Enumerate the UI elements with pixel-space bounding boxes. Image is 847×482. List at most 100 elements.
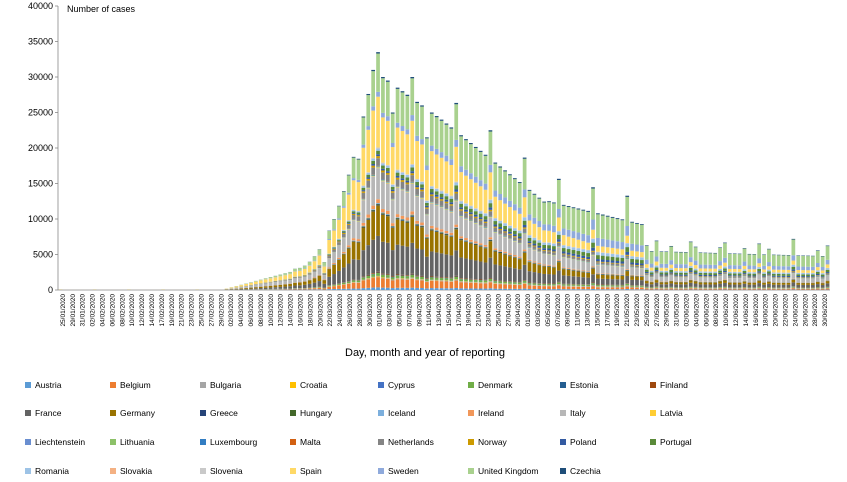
- bar-segment: [513, 282, 517, 283]
- bar-segment: [405, 218, 409, 221]
- bar-segment: [430, 196, 434, 201]
- bar-segment: [503, 284, 507, 285]
- bar-stack: [640, 224, 644, 290]
- bar-segment: [572, 208, 576, 231]
- bar-segment: [342, 289, 346, 290]
- bar-segment: [547, 265, 551, 266]
- bar-segment: [464, 242, 468, 259]
- bar-segment: [542, 251, 546, 253]
- bar-segment: [738, 273, 742, 275]
- bar-segment: [581, 262, 585, 271]
- bar-segment: [572, 276, 576, 284]
- bar-segment: [449, 255, 453, 277]
- bar-stack: [396, 88, 400, 290]
- bar-segment: [420, 190, 424, 192]
- bar-segment: [474, 244, 478, 245]
- bar-segment: [718, 284, 722, 287]
- bar-stack: [660, 251, 664, 290]
- bar-segment: [811, 289, 815, 290]
- bar-segment: [430, 146, 434, 151]
- bar-segment: [796, 288, 800, 289]
- bar-segment: [430, 226, 434, 229]
- bar-segment: [718, 276, 722, 280]
- bar-stack: [410, 77, 414, 290]
- bar-segment: [440, 158, 444, 191]
- bar-stack: [420, 105, 424, 290]
- bar-segment: [791, 267, 795, 270]
- bar-segment: [357, 216, 361, 220]
- bar-segment: [274, 277, 278, 281]
- bar-segment: [718, 265, 722, 268]
- bar-segment: [581, 270, 585, 271]
- bar-segment: [806, 270, 810, 273]
- bar-segment: [362, 191, 366, 193]
- bar-segment: [738, 288, 742, 289]
- bar-segment: [733, 278, 737, 282]
- bar-segment: [376, 92, 380, 97]
- bars: [59, 52, 830, 290]
- bar-segment: [493, 233, 497, 248]
- bar-segment: [430, 187, 434, 189]
- bar-stack: [274, 276, 278, 290]
- bar-stack: [572, 207, 576, 290]
- bar-segment: [645, 268, 649, 270]
- bar-segment: [420, 188, 424, 190]
- bar-segment: [557, 243, 561, 246]
- bar-segment: [508, 289, 512, 290]
- bar-segment: [435, 280, 439, 281]
- bar-segment: [347, 289, 351, 290]
- bar-segment: [650, 274, 654, 275]
- bar-segment: [396, 288, 400, 290]
- bar-segment: [757, 244, 761, 258]
- bar-segment: [366, 220, 370, 245]
- bar-segment: [684, 289, 688, 290]
- bar-segment: [586, 211, 590, 212]
- bar-segment: [332, 247, 336, 248]
- bar-segment: [796, 274, 800, 276]
- bar-segment: [528, 248, 532, 260]
- bar-segment: [606, 287, 610, 289]
- bar-segment: [699, 253, 703, 265]
- bar-segment: [405, 288, 409, 290]
- bar-segment: [611, 261, 615, 263]
- bar-segment: [713, 283, 717, 285]
- bar-segment: [440, 233, 444, 234]
- bar-segment: [708, 253, 712, 264]
- y-tick-label: 25000: [28, 108, 53, 118]
- bar-segment: [674, 268, 678, 271]
- bar-segment: [508, 174, 512, 175]
- bar-segment: [630, 275, 634, 276]
- bar-segment: [547, 231, 551, 243]
- bar-segment: [474, 280, 478, 282]
- bar-segment: [743, 282, 747, 284]
- bar-segment: [415, 136, 419, 141]
- bar-segment: [557, 282, 561, 283]
- bar-segment: [557, 217, 561, 230]
- bar-segment: [366, 275, 370, 276]
- bar-segment: [533, 246, 537, 249]
- bar-segment: [420, 280, 424, 288]
- bar-segment: [577, 248, 581, 251]
- bar-segment: [669, 283, 673, 286]
- bar-segment: [513, 258, 517, 269]
- bar-segment: [352, 280, 356, 281]
- bar-segment: [278, 281, 282, 282]
- bar-segment: [518, 183, 522, 208]
- bar-segment: [474, 224, 478, 242]
- bar-segment: [430, 278, 434, 280]
- bar-segment: [420, 139, 424, 144]
- bar-segment: [405, 129, 409, 134]
- bar-segment: [420, 223, 424, 226]
- bar-segment: [410, 184, 414, 211]
- bar-stack: [581, 210, 585, 290]
- bar-segment: [635, 266, 639, 267]
- bar-segment: [449, 235, 453, 236]
- bar-segment: [484, 216, 488, 220]
- bar-segment: [738, 285, 742, 288]
- bar-segment: [332, 274, 336, 284]
- bar-segment: [469, 259, 473, 278]
- bar-segment: [523, 227, 527, 228]
- bar-segment: [552, 286, 556, 289]
- bar-segment: [454, 250, 458, 275]
- bar-segment: [327, 231, 331, 239]
